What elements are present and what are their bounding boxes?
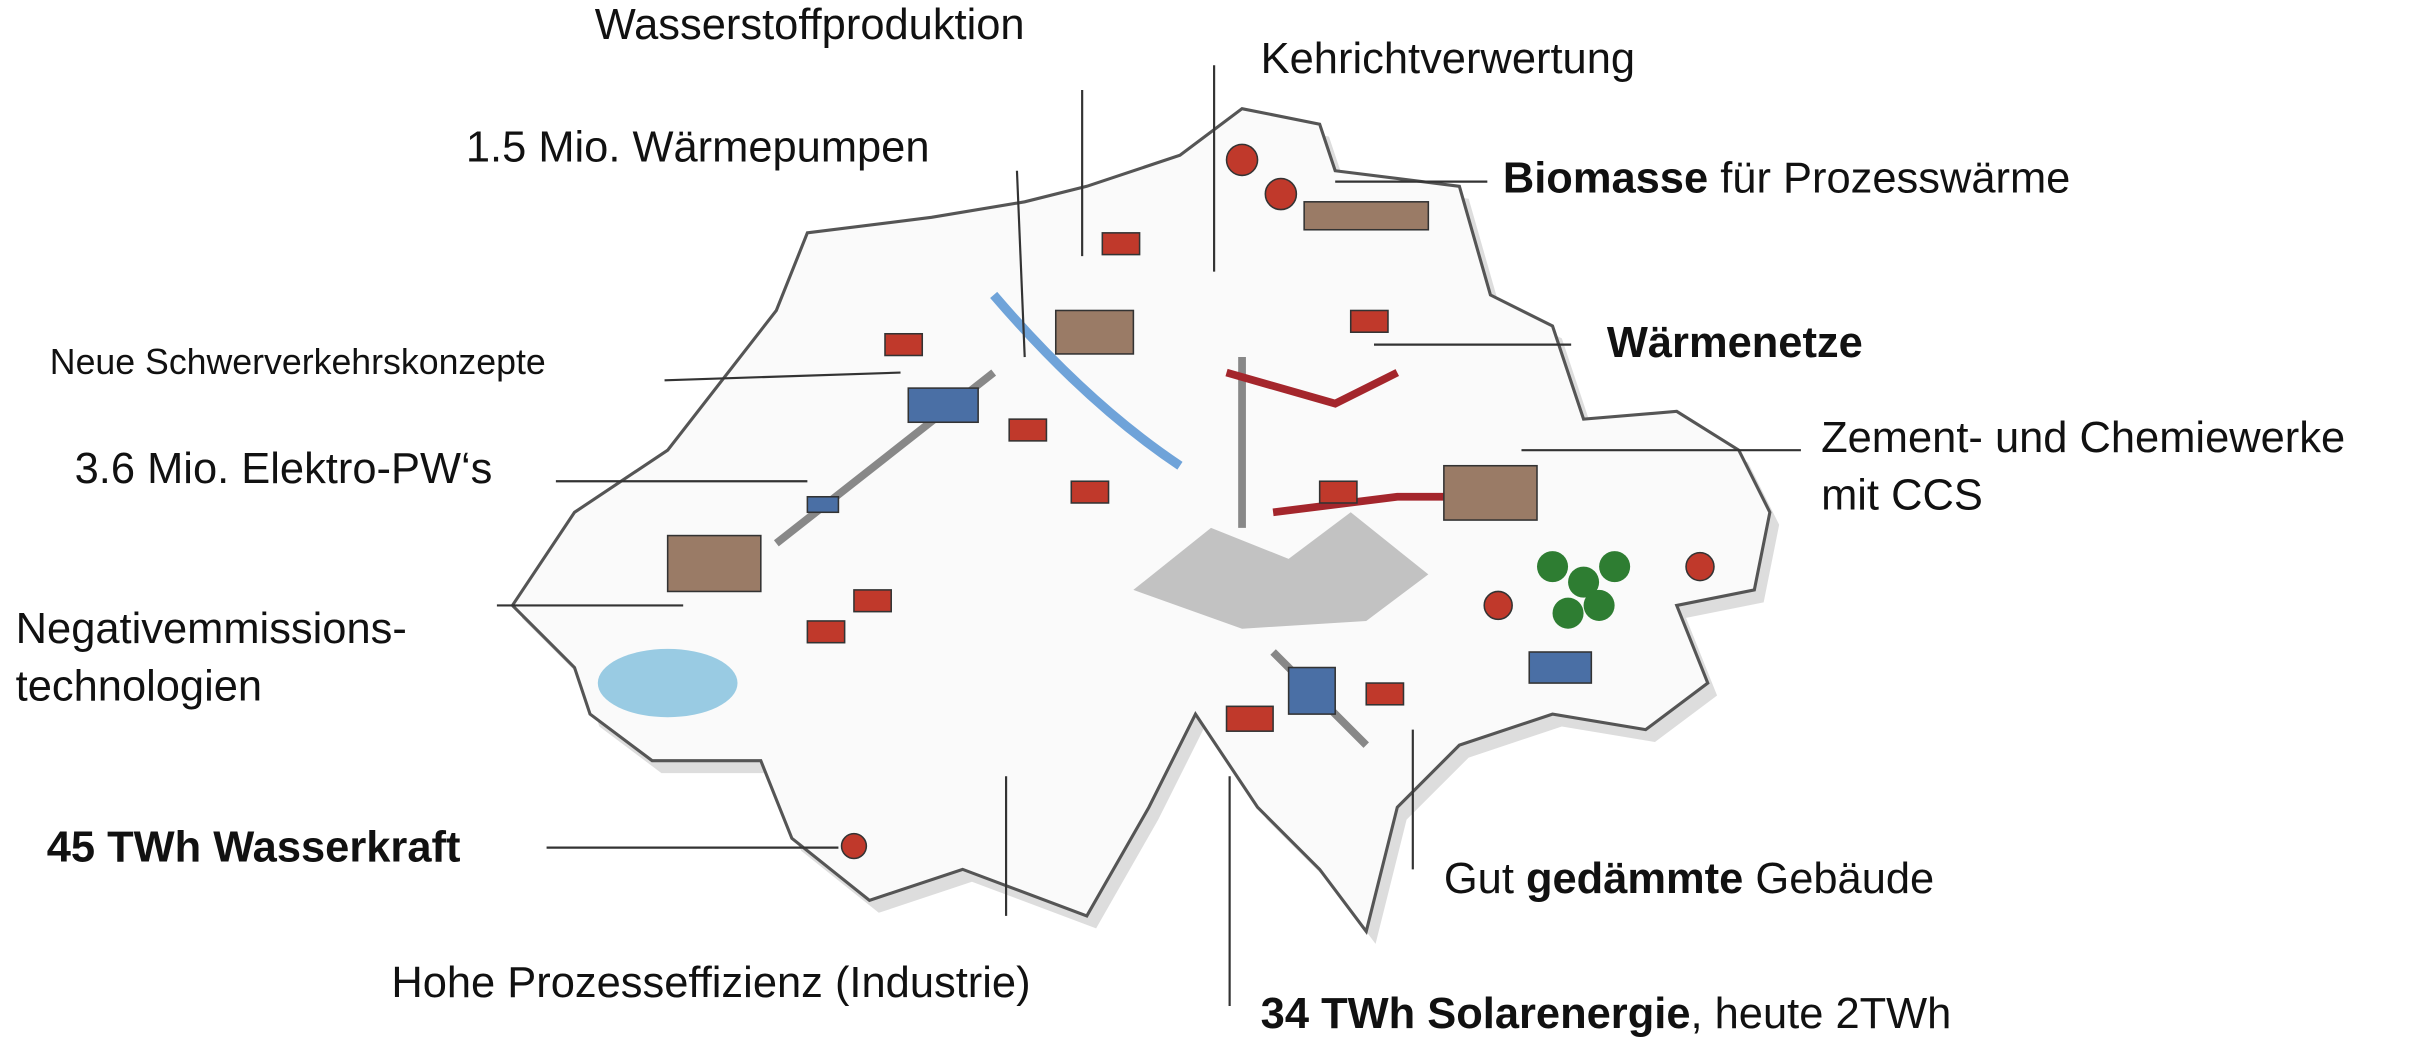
- label: Gut gedämmte Gebäude: [1444, 855, 1934, 903]
- forest: [1537, 551, 1631, 629]
- lake: [597, 648, 738, 718]
- label-part: technologien: [16, 663, 262, 711]
- switzerland-map: [510, 107, 1780, 944]
- label-part: 45 TWh Wasserkraft: [47, 824, 461, 872]
- label-part: , heute 2TWh: [1691, 990, 1952, 1037]
- label: 45 TWh Wasserkraft: [47, 824, 461, 872]
- label-part: Neue Schwerverkehrskonzepte: [50, 342, 546, 382]
- leader-line: [1015, 170, 1026, 358]
- label: Neue Schwerverkehrskonzepte: [50, 342, 546, 382]
- label-part: Biomasse: [1503, 155, 1708, 203]
- label-part: Kehrichtverwertung: [1261, 36, 1635, 84]
- river: [990, 291, 1183, 470]
- factories: [666, 201, 1538, 593]
- map-outline: [510, 107, 1772, 935]
- label: 1.5 Mio. Wärmepumpen: [466, 124, 930, 172]
- label: technologien: [16, 663, 262, 711]
- label-part: Negativemmissions-: [16, 605, 407, 653]
- label: Negativemmissions-: [16, 605, 407, 653]
- label-part: Gut: [1444, 855, 1526, 903]
- label: Zement- und Chemiewerke: [1821, 414, 2345, 462]
- label: Hohe Prozesseffizienz (Industrie): [391, 959, 1030, 1007]
- label-part: mit CCS: [1821, 472, 1983, 520]
- mountains: [1133, 512, 1429, 629]
- label-part: Wasserstoffproduktion: [595, 1, 1025, 49]
- vehicles: [806, 387, 1593, 715]
- label-part: Hohe Prozesseffizienz (Industrie): [391, 959, 1030, 1007]
- label: 3.6 Mio. Elektro-PW‘s: [75, 445, 493, 493]
- label: mit CCS: [1821, 472, 1983, 520]
- label: Wasserstoffproduktion: [595, 1, 1025, 49]
- houses: [806, 143, 1715, 860]
- label: 34 TWh Solarenergie, heute 2TWh: [1261, 990, 1952, 1037]
- label-part: für Prozesswärme: [1708, 155, 2070, 203]
- label-part: Wärmenetze: [1607, 320, 1863, 368]
- label-part: Gebäude: [1743, 855, 1934, 903]
- labels: Wasserstoffproduktion Kehrichtverwertung 1…: [16, 1, 2346, 1037]
- label-part: Zement- und Chemiewerke: [1821, 414, 2345, 462]
- label-part: gedämmte: [1526, 855, 1743, 903]
- label-part: 3.6 Mio. Elektro-PW‘s: [75, 445, 493, 493]
- label: Biomasse für Prozesswärme: [1503, 155, 2071, 203]
- label: Kehrichtverwertung: [1261, 36, 1635, 84]
- label: Wärmenetze: [1607, 320, 1863, 368]
- label-part: 1.5 Mio. Wärmepumpen: [466, 124, 930, 172]
- label-part: 34 TWh Solarenergie: [1261, 990, 1691, 1037]
- leader-line: [664, 371, 901, 382]
